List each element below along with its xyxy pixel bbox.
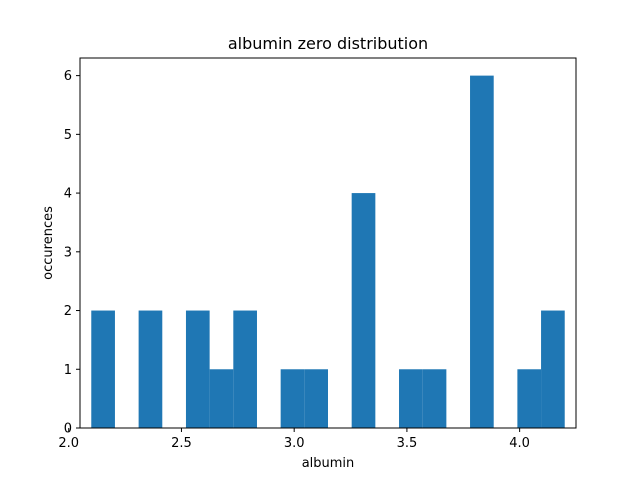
- histogram-bar-18: [517, 369, 542, 428]
- plot-frame: [79, 57, 577, 429]
- histogram-bar-14: [422, 369, 447, 428]
- histogram-bar-13: [399, 369, 423, 428]
- x-tick-label-2: 3.0: [284, 436, 305, 451]
- y-tick-label-5: 5: [64, 128, 72, 143]
- y-tick-label-1: 1: [64, 363, 72, 378]
- bars-group: [91, 75, 565, 428]
- histogram-bar-0: [91, 310, 115, 428]
- x-tick-label-4: 4.0: [509, 436, 530, 451]
- histogram-bar-4: [185, 310, 210, 428]
- x-axis-label: albumin: [302, 456, 355, 471]
- y-tick-label-2: 2: [64, 304, 72, 319]
- x-tick-label-0: 2.0: [58, 436, 79, 451]
- x-tick-label-1: 2.5: [171, 436, 192, 451]
- histogram-bar-11: [351, 193, 376, 428]
- histogram-bar-9: [304, 369, 328, 428]
- chart-title: albumin zero distribution: [228, 34, 428, 53]
- y-axis-ticks: 0 1 2 3 4 5 6: [64, 69, 80, 437]
- y-tick-label-4: 4: [64, 187, 72, 202]
- y-axis-label: occurences: [41, 206, 56, 280]
- histogram-bar-19: [541, 310, 565, 428]
- histogram-bar-16: [470, 75, 494, 428]
- x-axis-ticks: 2.0 2.5 3.0 3.5 4.0: [58, 428, 530, 451]
- y-tick-label-0: 0: [64, 422, 72, 437]
- y-tick-label-3: 3: [64, 245, 72, 260]
- x-tick-label-3: 3.5: [397, 436, 418, 451]
- y-tick-label-6: 6: [64, 69, 72, 84]
- histogram-bar-8: [280, 369, 305, 428]
- histogram-bar-2: [138, 310, 163, 428]
- histogram-bar-5: [209, 369, 234, 428]
- histogram-bar-6: [233, 310, 257, 428]
